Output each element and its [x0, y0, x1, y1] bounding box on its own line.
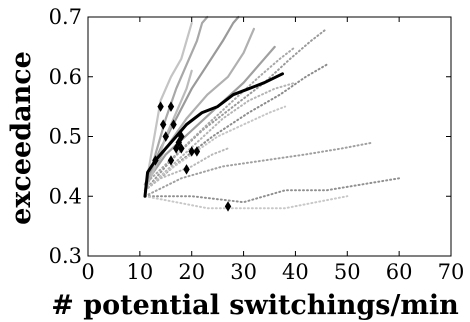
axis-ticks: 0 10 20 30 40 50 60 70 0.3 0.4 0.5 0.6 0.7 [49, 5, 465, 284]
diamond-marker-14 [193, 146, 201, 157]
x-tick-label-10: 10 [126, 260, 153, 284]
x-tick-label-70: 70 [438, 260, 465, 284]
x-tick-label-40: 40 [282, 260, 309, 284]
background-line-12 [144, 141, 375, 198]
x-tick-label-30: 30 [230, 260, 257, 284]
background-line-11 [144, 105, 287, 192]
background-line-6 [143, 69, 193, 192]
diamond-marker-15 [224, 201, 232, 212]
diamond-marker-2 [157, 101, 164, 112]
x-tick-label-50: 50 [334, 260, 361, 284]
background-line-5 [143, 45, 276, 186]
background-line-9 [144, 45, 297, 186]
background-line-1 [143, 15, 209, 192]
background-line-14 [144, 195, 349, 210]
y-tick-label-0.4: 0.4 [49, 184, 82, 208]
y-axis-label: exceedance [6, 51, 37, 225]
x-tick-label-0: 0 [81, 260, 94, 284]
y-tick-label-0.6: 0.6 [49, 65, 82, 89]
x-tick-label-60: 60 [386, 260, 413, 284]
diamond-marker-9 [175, 137, 182, 148]
diamond-marker-3 [162, 131, 169, 142]
diamond-marker-5 [167, 155, 175, 166]
background-line-3 [143, 21, 193, 192]
diamond-marker-1 [152, 155, 159, 166]
marker-points [152, 101, 232, 212]
diamond-marker-4 [159, 119, 167, 130]
y-tick-label-0.7: 0.7 [49, 5, 82, 29]
background-line-10 [144, 81, 297, 192]
x-tick-label-20: 20 [178, 260, 205, 284]
y-tick-label-0.5: 0.5 [49, 125, 82, 149]
y-tick-label-0.3: 0.3 [49, 244, 82, 268]
background-line-8 [144, 63, 328, 192]
background-series [143, 15, 401, 210]
diamond-marker-7 [170, 119, 177, 130]
diamond-marker-12 [183, 164, 190, 175]
background-line-13 [144, 177, 401, 204]
diamond-marker-6 [167, 101, 175, 112]
x-axis-label: # potential switchings/min [51, 290, 459, 321]
background-line-7 [144, 27, 328, 192]
diamond-marker-11 [178, 143, 185, 154]
diamond-marker-13 [188, 146, 195, 157]
diamond-marker-10 [178, 131, 185, 142]
